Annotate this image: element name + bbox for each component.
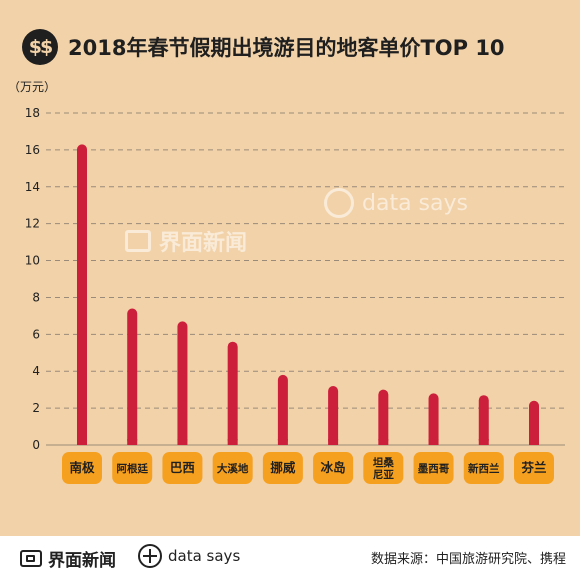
category-label: 冰岛 (321, 460, 346, 475)
bar-base (478, 439, 489, 445)
bar (378, 389, 389, 445)
y-tick-label: 8 (32, 290, 40, 304)
jiemian-logo-icon (20, 550, 42, 567)
y-tick-label: 12 (25, 217, 40, 231)
footer-datasays-text: data says (168, 547, 241, 565)
bar (529, 400, 539, 445)
dollar-coin-icon: $$ (22, 29, 58, 65)
footer-brand-text: 界面新闻 (48, 551, 116, 571)
datasays-watermark-icon (324, 188, 354, 218)
category-label: 新西兰 (468, 462, 500, 475)
datasays-watermark-text: data says (362, 190, 468, 216)
category-label: 尼亚 (373, 469, 394, 481)
data-source: 数据来源：中国旅游研究院、携程 (370, 552, 566, 567)
bar-base (227, 439, 238, 445)
category-label: 坦桑 (373, 456, 394, 469)
bar-base (529, 439, 539, 445)
datasays-watermark: data says (324, 188, 468, 218)
bar (478, 395, 489, 445)
y-tick-label: 18 (25, 106, 40, 120)
category-label: 墨西哥 (418, 463, 450, 475)
y-tick-label: 2 (32, 401, 40, 415)
category-label-bg (162, 452, 203, 484)
bar-base (277, 439, 288, 445)
chart-title-row: $$ 2018年春节假期出境游目的地客单价TOP 10 (22, 27, 505, 67)
category-label: 大溪地 (217, 462, 249, 475)
category-label: 巴西 (170, 460, 195, 475)
bar (277, 374, 288, 445)
bar-base (378, 439, 389, 445)
jiemian-watermark-icon (125, 230, 151, 252)
y-tick-label: 16 (25, 143, 40, 157)
y-tick-label: 4 (32, 364, 40, 378)
category-label-bg (514, 452, 554, 484)
jiemian-watermark-text: 界面新闻 (159, 231, 248, 256)
category-label: 芬兰 (520, 460, 547, 475)
y-tick-label: 0 (32, 438, 40, 452)
footer-datasays: data says (138, 544, 240, 568)
category-label-bg (363, 452, 404, 484)
footer-brand: 界面新闻 (20, 546, 116, 571)
category-label: 南极 (69, 460, 95, 475)
bar-base (77, 439, 87, 445)
bar-base (328, 439, 339, 445)
bar-base (177, 439, 188, 445)
bar (227, 341, 238, 445)
jiemian-watermark: 界面新闻 (125, 225, 247, 257)
category-label-bg (212, 452, 253, 484)
y-tick-label: 10 (25, 254, 40, 268)
category-label-bg (62, 452, 102, 484)
bar (177, 321, 188, 445)
category-label-bg (112, 452, 153, 484)
category-label-bg (262, 452, 303, 484)
datasays-logo-icon (138, 544, 162, 568)
category-label-bg (313, 452, 354, 484)
category-label-bg (413, 452, 454, 484)
category-label: 阿根廷 (116, 462, 148, 475)
bar-base (127, 439, 138, 445)
bar (428, 393, 439, 445)
category-label-bg (463, 452, 504, 484)
bar (77, 144, 87, 445)
bar-base (428, 439, 439, 445)
bar (127, 308, 138, 445)
bar (328, 385, 339, 445)
category-label: 挪威 (270, 460, 296, 475)
y-tick-label: 14 (25, 180, 40, 194)
y-axis-unit-label: （万元） (8, 80, 57, 94)
y-tick-label: 6 (32, 327, 40, 341)
chart-title: 2018年春节假期出境游目的地客单价TOP 10 (68, 36, 505, 60)
footer: 界面新闻 data says 数据来源：中国旅游研究院、携程 (0, 536, 580, 579)
